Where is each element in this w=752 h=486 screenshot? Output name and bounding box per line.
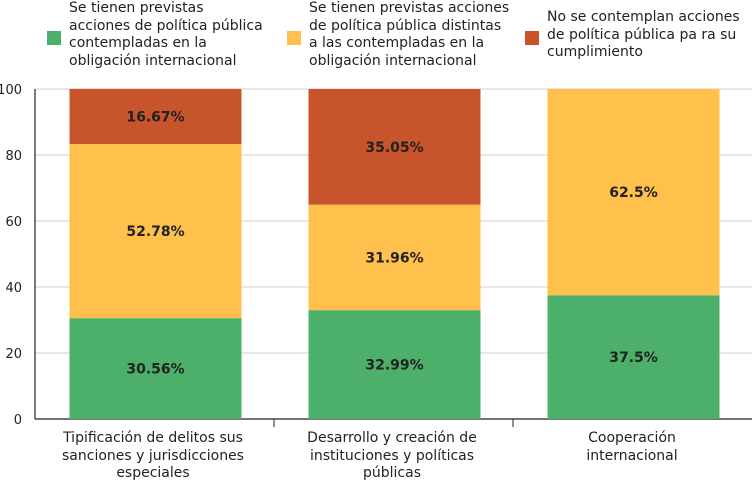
data-label: 35.05% xyxy=(365,140,423,156)
bar-segment xyxy=(69,143,242,319)
data-label: 52.78% xyxy=(126,224,184,240)
data-label: 62.5% xyxy=(609,185,658,201)
bar-segment xyxy=(308,310,481,419)
legend-label-3: No se contemplan acciones de política pú… xyxy=(547,9,740,60)
bar-segment xyxy=(308,89,481,205)
legend-item-3: No se contemplan acciones de política pú… xyxy=(525,9,740,62)
y-tick-label: 40 xyxy=(5,281,22,296)
y-tick-label: 80 xyxy=(5,149,22,164)
y-tick-label: 100 xyxy=(0,83,22,98)
category-label-2: Desarrollo y creación de instituciones y… xyxy=(307,430,477,481)
bar-segment xyxy=(547,89,720,296)
data-label: 16.67% xyxy=(126,109,184,125)
category-label-3: Cooperación internacional xyxy=(586,430,678,464)
legend-swatch-red xyxy=(525,31,539,45)
data-label: 30.56% xyxy=(126,362,184,378)
bar-segment xyxy=(69,318,242,419)
data-label: 32.99% xyxy=(365,358,423,374)
bar-segment xyxy=(69,88,242,144)
legend-label-2: Se tienen previstas acciones de política… xyxy=(309,0,510,69)
legend-swatch-yellow xyxy=(287,31,301,45)
category-label-1: Tipificación de delitos sus sanciones y … xyxy=(62,430,244,481)
legend-item-1: Se tienen previstas acciones de política… xyxy=(47,0,263,70)
bar-segment xyxy=(308,204,481,311)
y-tick-label: 20 xyxy=(5,347,22,362)
bar-segment xyxy=(547,295,720,419)
y-tick-label: 60 xyxy=(5,215,22,230)
legend-swatch-green xyxy=(47,31,61,45)
legend-item-2: Se tienen previstas acciones de política… xyxy=(287,0,509,70)
legend-label-1: Se tienen previstas acciones de política… xyxy=(69,0,263,69)
data-label: 37.5% xyxy=(609,350,658,366)
data-label: 31.96% xyxy=(365,250,423,266)
y-tick-label: 0 xyxy=(14,413,22,428)
